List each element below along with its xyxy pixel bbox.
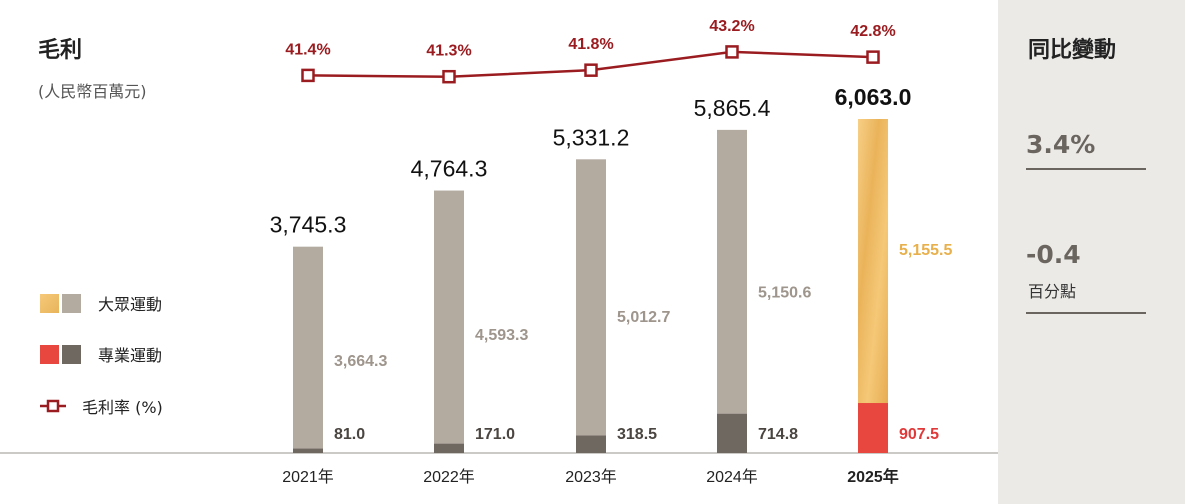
bar-value-label-mass: 5,012.7 [617, 309, 670, 326]
margin-point-marker [725, 45, 739, 59]
bar-value-label-mass: 3,664.3 [334, 353, 387, 370]
bar-value-label-pro: 81.0 [334, 426, 365, 443]
x-tick-label: 2024年 [706, 468, 758, 486]
bar-value-label-pro: 318.5 [617, 426, 657, 443]
bar-segment-pro [576, 435, 606, 453]
chart-svg: 3,745.3 3,664.3 81.0 2021年 4,764.3 4,593.3 171… [0, 18, 998, 486]
bar-segment-pro [858, 403, 888, 453]
bar-segment-mass [434, 190, 464, 444]
yoy-panel-title: 同比變動 [1028, 38, 1117, 63]
legend-item-margin: 毛利率 (%) [40, 395, 163, 417]
bar-total-label: 3,745.3 [270, 212, 347, 238]
margin-change-value: -0.4 [1026, 240, 1081, 269]
x-tick-label: 2025年 [847, 467, 899, 486]
bar-total-label: 4,764.3 [411, 156, 488, 182]
margin-point-label: 41.4% [285, 41, 330, 58]
x-tick-label: 2022年 [423, 468, 475, 486]
legend-swatch-pro-dark [62, 344, 81, 364]
chart-subtitle: (人民幣百萬元) [38, 82, 147, 101]
legend-label-mass: 大眾運動 [98, 295, 163, 314]
x-tick-label: 2021年 [282, 468, 334, 486]
legend-margin-line-icon [40, 399, 66, 413]
bar-total-label: 5,331.2 [553, 124, 630, 150]
bar-segment-mass [576, 159, 606, 436]
bar-value-label-mass: 4,593.3 [475, 327, 528, 344]
legend-label-pro: 專業運動 [98, 346, 163, 365]
margin-point-label: 42.8% [850, 23, 895, 40]
bar-segment-mass [858, 119, 888, 404]
bar-segment-pro [434, 443, 464, 453]
bar-segment-mass [293, 246, 323, 449]
yoy-panel: 同比變動 3.4% -0.4 百分點 [998, 0, 1185, 504]
bar-value-label-pro: 714.8 [758, 426, 798, 443]
panel-divider [1026, 168, 1146, 170]
bar-segment-mass [717, 129, 747, 414]
bar-segment-pro [717, 413, 747, 453]
margin-point-label: 41.8% [568, 36, 613, 53]
gross-profit-change-value: 3.4% [1026, 130, 1096, 159]
margin-change-unit: 百分點 [1028, 282, 1077, 301]
x-tick-label: 2023年 [565, 468, 617, 486]
legend-item-pro: 專業運動 [40, 343, 162, 365]
legend-label-margin: 毛利率 (%) [82, 398, 163, 417]
panel-divider [1026, 312, 1146, 314]
legend-swatch-pro-highlight [40, 344, 59, 364]
margin-point-marker [866, 50, 880, 64]
margin-point-label: 41.3% [426, 43, 471, 60]
legend-item-mass: 大眾運動 [40, 292, 162, 314]
bar-value-label-mass: 5,155.5 [899, 242, 952, 259]
bar-total-label: 5,865.4 [694, 95, 771, 121]
margin-point-label: 43.2% [709, 18, 754, 35]
bar-value-label-pro: 171.0 [475, 426, 515, 443]
legend-swatch-mass-grey [62, 293, 81, 313]
bar-segment-pro [293, 448, 323, 453]
margin-point-marker [442, 69, 456, 84]
chart-title: 毛利 [38, 38, 83, 63]
bar-value-label-pro: 907.5 [899, 426, 939, 443]
bar-value-label-mass: 5,150.6 [758, 284, 811, 301]
legend-swatch-mass-highlight [40, 293, 59, 313]
margin-point-marker [584, 63, 598, 77]
bar-total-label: 6,063.0 [835, 84, 912, 110]
margin-point-marker [301, 68, 315, 83]
